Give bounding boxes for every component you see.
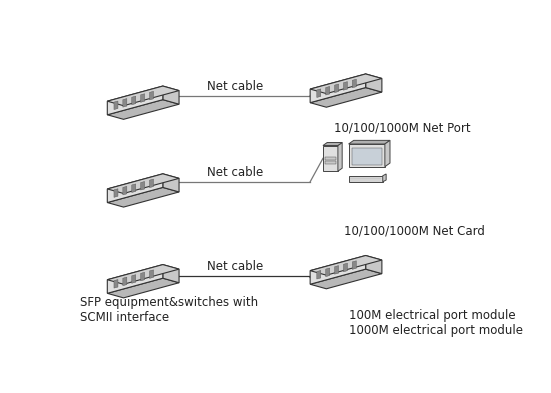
Polygon shape (349, 140, 390, 144)
Polygon shape (107, 86, 179, 106)
Polygon shape (114, 189, 118, 197)
Text: 100M electrical port module
1000M electrical port module: 100M electrical port module 1000M electr… (349, 309, 522, 337)
Polygon shape (107, 86, 163, 115)
Polygon shape (310, 269, 382, 289)
Polygon shape (310, 255, 382, 275)
Polygon shape (107, 264, 163, 293)
Polygon shape (325, 161, 336, 163)
Polygon shape (141, 94, 144, 102)
Text: Net cable: Net cable (207, 166, 263, 179)
Polygon shape (323, 143, 342, 145)
Polygon shape (343, 82, 348, 90)
Polygon shape (107, 174, 179, 193)
Polygon shape (107, 278, 179, 298)
Polygon shape (149, 270, 154, 278)
Polygon shape (317, 89, 321, 97)
Polygon shape (163, 86, 179, 104)
Text: 10/100/1000M Net Card: 10/100/1000M Net Card (344, 224, 485, 237)
Polygon shape (334, 84, 338, 93)
Text: Net cable: Net cable (207, 260, 263, 273)
Polygon shape (385, 140, 390, 167)
Text: Net cable: Net cable (207, 79, 263, 93)
Polygon shape (326, 86, 329, 95)
Polygon shape (325, 157, 336, 160)
Polygon shape (149, 179, 154, 187)
Text: 10/100/1000M Net Port: 10/100/1000M Net Port (334, 121, 470, 134)
Polygon shape (141, 272, 144, 281)
Polygon shape (107, 100, 179, 119)
Polygon shape (163, 264, 179, 283)
Polygon shape (123, 186, 127, 195)
Polygon shape (366, 74, 382, 92)
Polygon shape (141, 182, 144, 190)
Polygon shape (132, 275, 136, 283)
Polygon shape (349, 144, 385, 167)
Polygon shape (366, 255, 382, 274)
Polygon shape (334, 266, 338, 274)
Polygon shape (349, 176, 383, 182)
Polygon shape (107, 187, 179, 207)
Polygon shape (310, 255, 366, 284)
Polygon shape (149, 91, 154, 100)
Polygon shape (352, 148, 382, 165)
Polygon shape (343, 263, 348, 272)
Polygon shape (323, 145, 338, 171)
Polygon shape (107, 264, 179, 284)
Polygon shape (163, 174, 179, 192)
Polygon shape (132, 96, 136, 105)
Polygon shape (326, 268, 329, 277)
Text: SFP equipment&switches with
SCMII interface: SFP equipment&switches with SCMII interf… (79, 296, 258, 324)
Polygon shape (383, 174, 386, 182)
Polygon shape (114, 279, 118, 288)
Polygon shape (317, 270, 321, 279)
Polygon shape (352, 79, 356, 88)
Polygon shape (338, 143, 342, 171)
Polygon shape (107, 174, 163, 202)
Polygon shape (123, 277, 127, 286)
Polygon shape (352, 261, 356, 269)
Polygon shape (132, 184, 136, 193)
Polygon shape (114, 101, 118, 110)
Polygon shape (310, 88, 382, 107)
Polygon shape (123, 99, 127, 107)
Polygon shape (310, 74, 366, 103)
Polygon shape (310, 74, 382, 94)
